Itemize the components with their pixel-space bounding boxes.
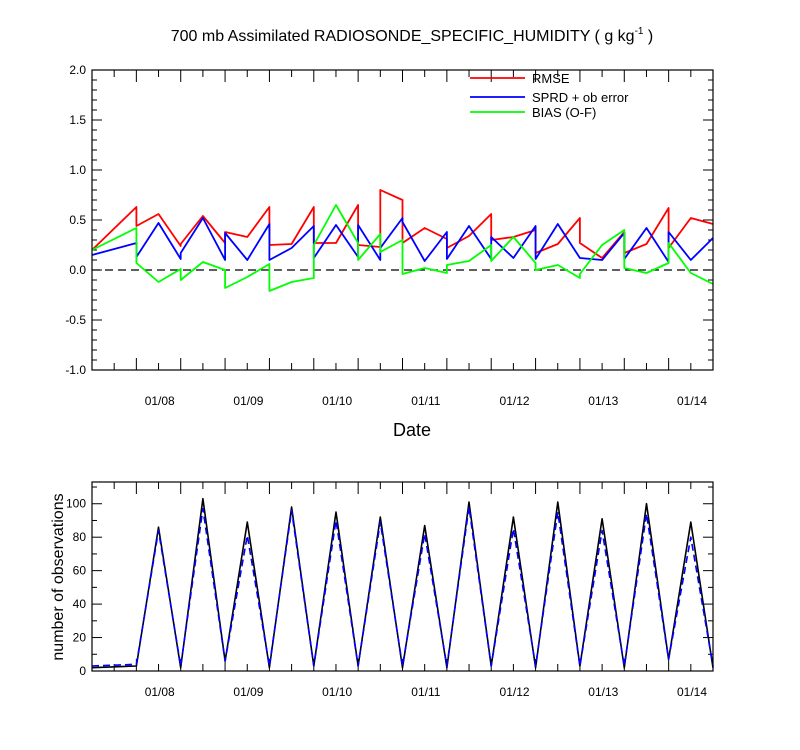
x-tick-label: 01/13 xyxy=(588,394,618,408)
x-tick-label: 01/09 xyxy=(233,394,263,408)
y-tick-label: 20 xyxy=(73,631,87,645)
series-line-bias-o-f xyxy=(91,204,714,292)
y-tick-label: -0.5 xyxy=(65,313,86,327)
x-tick-label: 01/08 xyxy=(145,685,175,699)
y-tick-label: 0.5 xyxy=(69,213,86,227)
y-tick-label: 0.0 xyxy=(69,263,86,277)
legend-label-bias: BIAS (O-F) xyxy=(532,105,596,120)
series-line-assimilated xyxy=(91,506,714,667)
x-tick-label: 01/10 xyxy=(322,394,352,408)
x-tick-label: 01/13 xyxy=(588,685,618,699)
bias-rmse-chart: -1.0 -0.5 0.0 0.5 1.0 1.5 2.0 01/08 01/09 01/10 01… xyxy=(65,63,714,408)
y-tick-label: -1.0 xyxy=(65,363,86,377)
y-axis-label: number of observations xyxy=(50,493,67,660)
chart-title: 700 mb Assimilated RADIOSONDE_SPECIFIC_H… xyxy=(171,26,654,45)
y-tick-label: 1.5 xyxy=(69,113,86,127)
x-tick-label: 01/11 xyxy=(411,685,440,699)
x-tick-label: 01/08 xyxy=(145,394,175,408)
x-tick-label: 01/12 xyxy=(500,394,530,408)
series-line-sprd-ob-error xyxy=(91,217,714,263)
x-tick-label: 01/11 xyxy=(411,394,440,408)
x-tick-label: 01/09 xyxy=(233,685,263,699)
y-tick-label: 40 xyxy=(73,597,87,611)
plot-frame xyxy=(91,69,714,371)
title-superscript: -1 xyxy=(635,26,644,37)
x-tick-label: 01/10 xyxy=(322,685,352,699)
y-tick-label: 0 xyxy=(79,664,86,678)
x-axis-label: Date xyxy=(393,420,431,440)
legend-label-rmse: RMSE xyxy=(532,71,570,86)
x-tick-label: 01/14 xyxy=(677,394,707,408)
legend: RMSE SPRD + ob error BIAS (O-F) xyxy=(470,71,629,120)
y-tick-label: 80 xyxy=(73,530,87,544)
y-tick-label: 60 xyxy=(73,564,87,578)
x-tick-label: 01/12 xyxy=(500,685,530,699)
y-tick-label: 1.0 xyxy=(69,163,86,177)
observation-count-chart: 0 20 40 60 80 100 01/08 01/09 01/10 01/11 01/12 01/… xyxy=(66,481,714,699)
y-tick-label: 100 xyxy=(66,497,86,511)
y-tick-label: 2.0 xyxy=(69,63,86,77)
x-tick-label: 01/14 xyxy=(677,685,707,699)
plot-frame xyxy=(91,481,714,672)
legend-label-sprd: SPRD + ob error xyxy=(532,90,629,105)
